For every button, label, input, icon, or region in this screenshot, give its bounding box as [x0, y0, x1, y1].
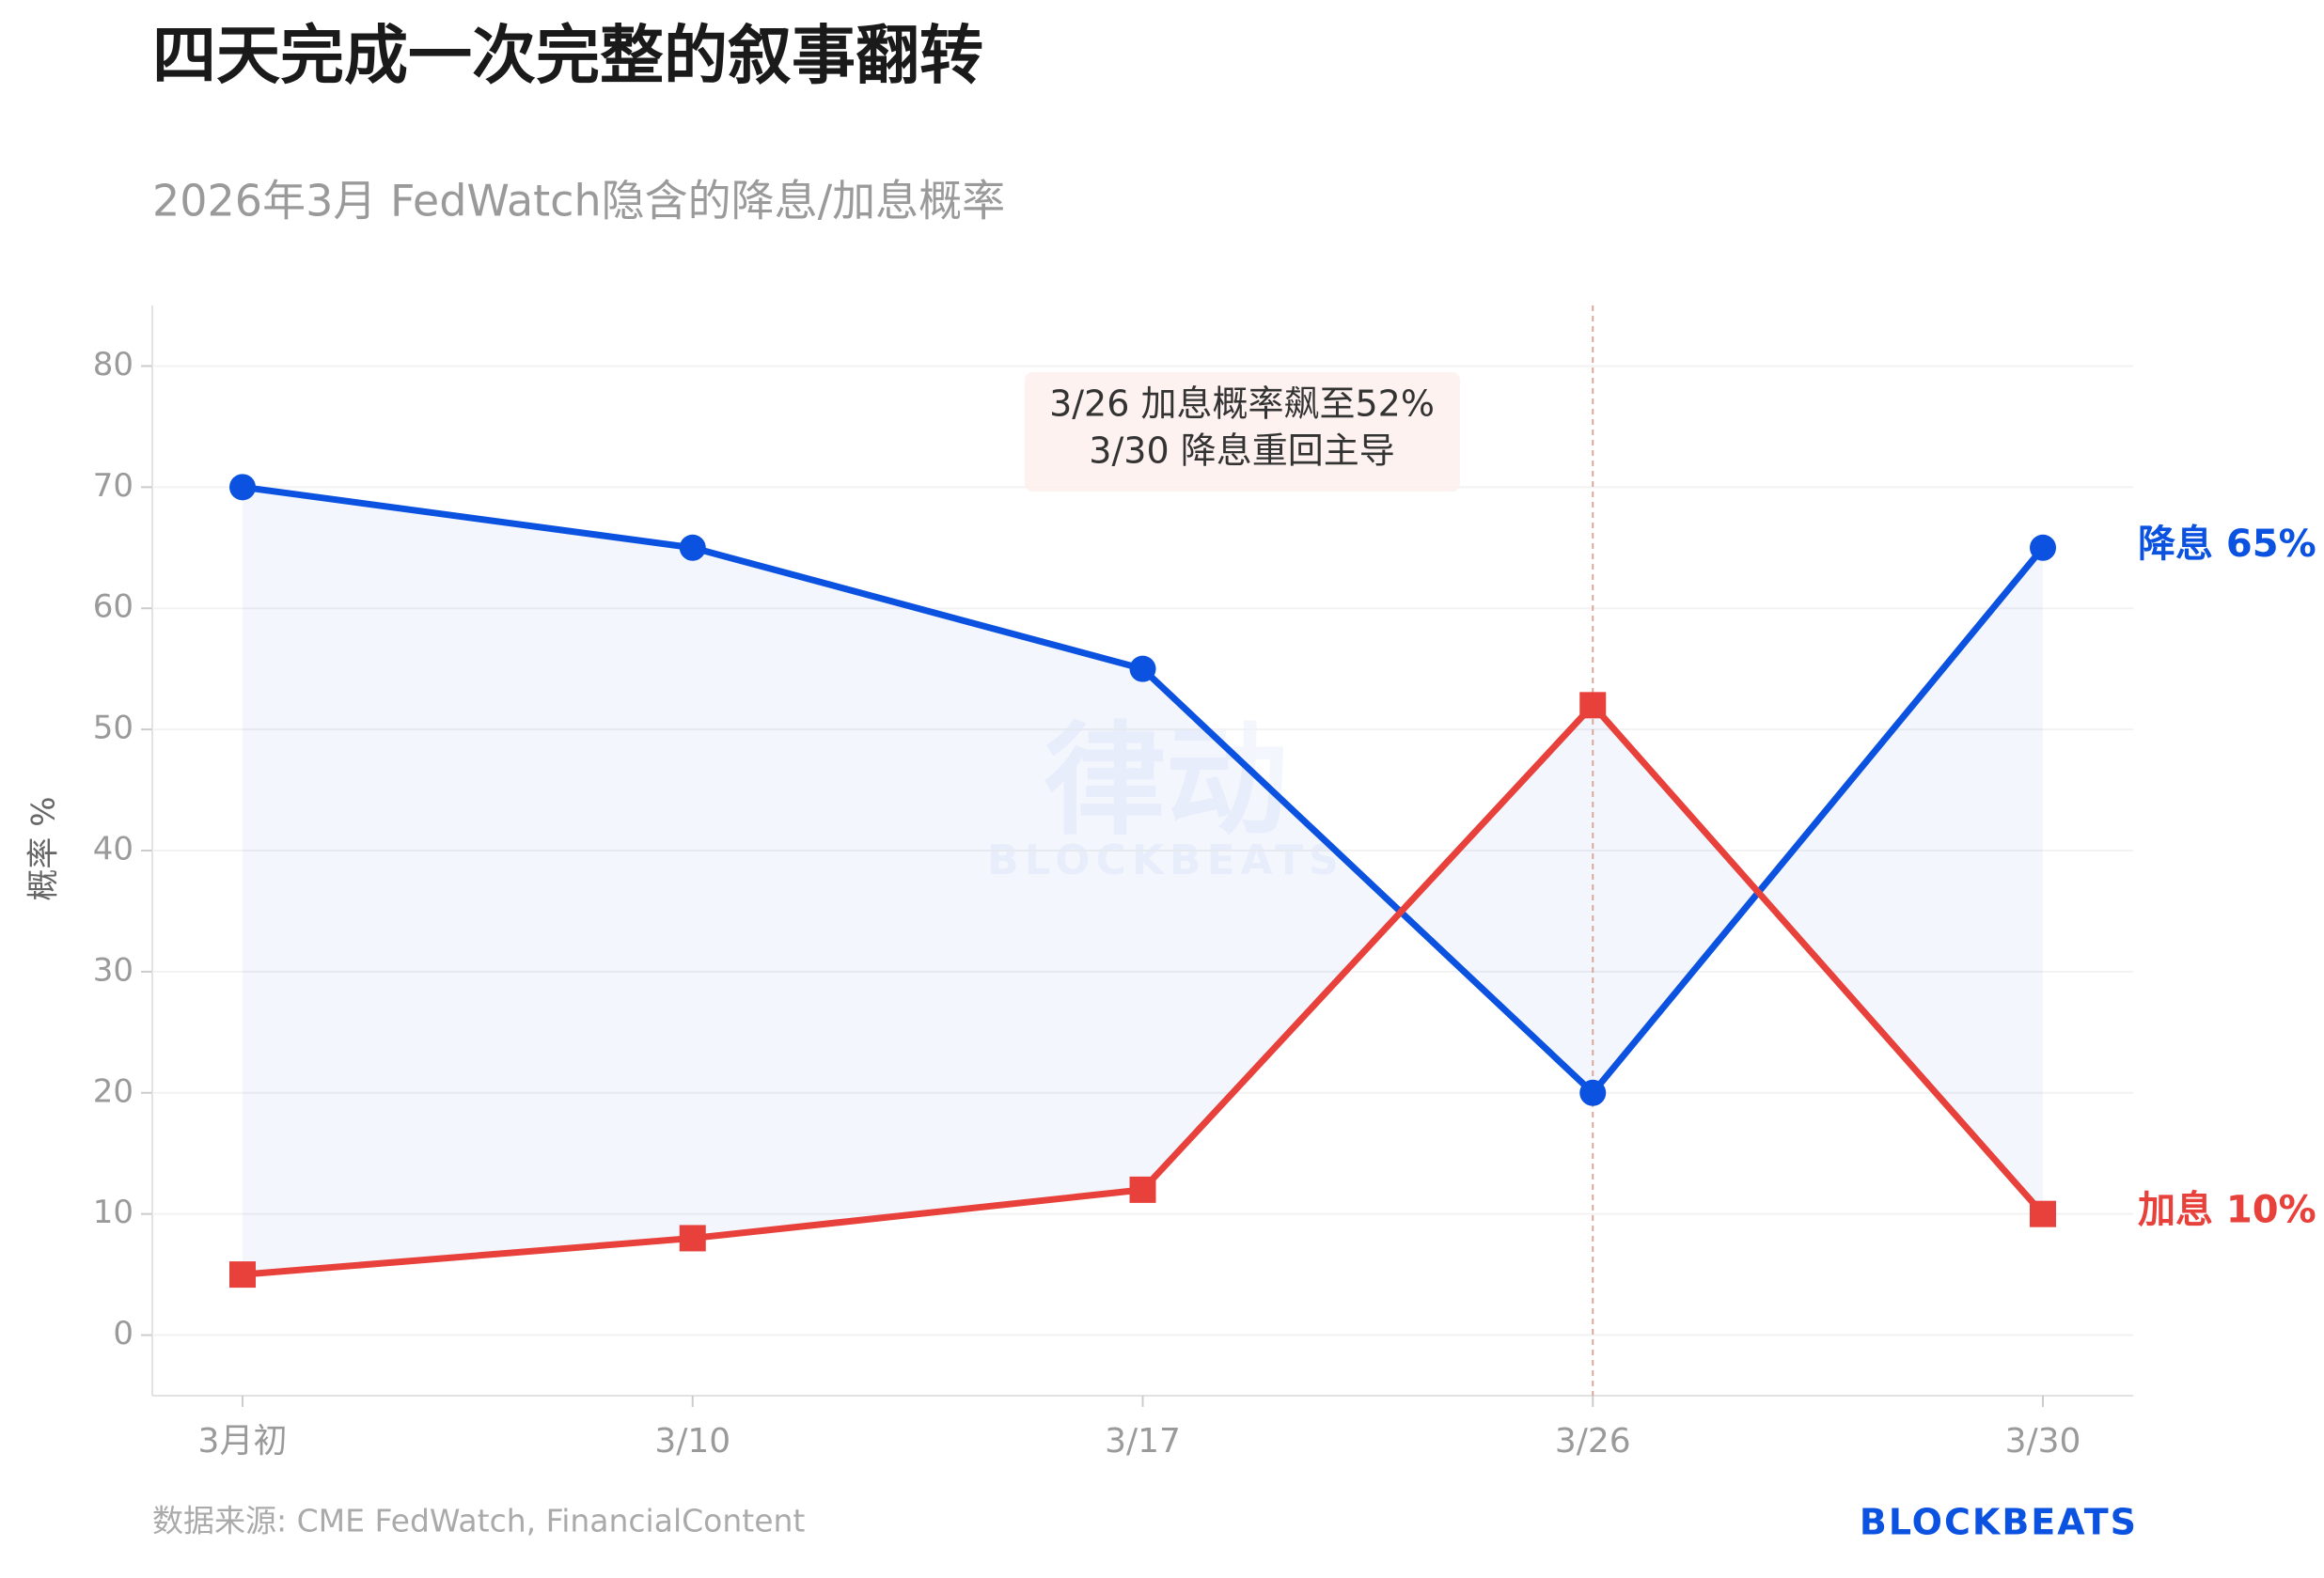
data-point: [1579, 1079, 1607, 1106]
data-point: [2030, 1200, 2056, 1227]
source-note: 数据来源: CME FedWatch, FinancialContent: [152, 1503, 805, 1539]
data-point: [2030, 534, 2056, 561]
data-point: [229, 1261, 256, 1289]
annotation-box: [1025, 372, 1460, 492]
watermark: 律动: [1044, 710, 1288, 852]
x-tick-label: 3月初: [198, 1422, 288, 1461]
data-point: [229, 474, 256, 501]
logo: BLOCKBEATS: [1860, 1502, 2138, 1543]
y-tick-label: 40: [93, 831, 133, 868]
data-point: [679, 1225, 706, 1252]
y-tick-label: 10: [93, 1194, 133, 1231]
annotation-text: 3/26 加息概率飙至52%: [1049, 383, 1435, 425]
x-tick-label: 3/17: [1105, 1422, 1181, 1461]
y-axis-label: 概率 %: [25, 796, 63, 900]
x-tick-label: 3/26: [1555, 1422, 1631, 1461]
x-tick-label: 3/10: [654, 1422, 730, 1461]
x-tick-label: 3/30: [2005, 1422, 2081, 1461]
data-point: [1129, 655, 1156, 682]
data-point: [679, 534, 706, 561]
chart-subtitle: 2026年3月 FedWatch隐含的降息/加息概率: [152, 176, 1005, 227]
data-point: [1129, 1176, 1156, 1203]
end-label: 降息 65%: [2138, 523, 2316, 566]
band-fill: [243, 487, 2043, 1275]
y-tick-label: 30: [93, 951, 133, 989]
y-tick-label: 20: [93, 1072, 133, 1110]
chart-title: 四天完成一次完整的叙事翻转: [152, 20, 983, 94]
data-point: [1579, 692, 1607, 719]
y-tick-label: 80: [93, 346, 133, 383]
annotation-text: 3/30 降息重回主导: [1089, 430, 1394, 472]
y-tick-label: 0: [113, 1315, 133, 1352]
y-tick-label: 70: [93, 467, 133, 505]
end-label: 加息 10%: [2138, 1189, 2316, 1232]
y-tick-label: 60: [93, 588, 133, 626]
y-tick-label: 50: [93, 710, 133, 747]
watermark: BLOCKBEATS: [987, 836, 1344, 884]
